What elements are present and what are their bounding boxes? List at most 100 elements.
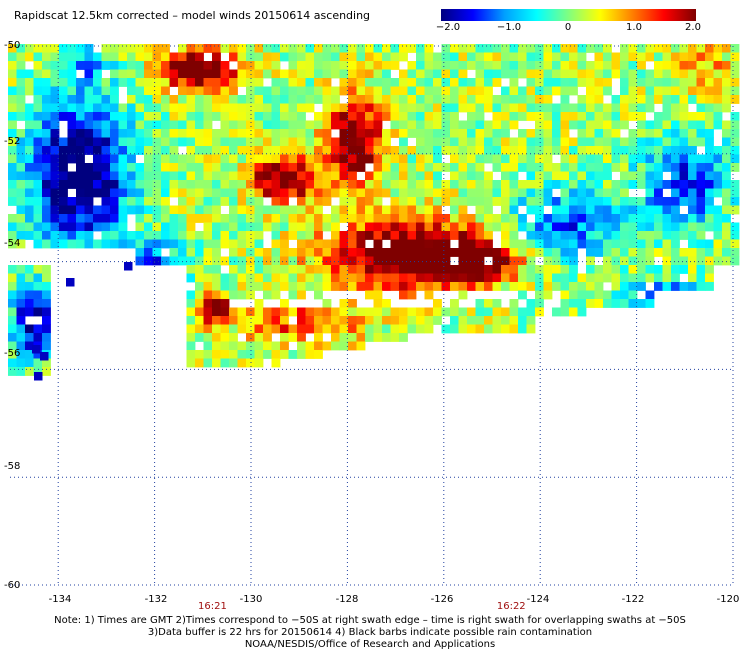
wind-cell — [730, 256, 740, 266]
wind-cell — [484, 197, 493, 206]
wind-cell — [220, 239, 230, 249]
wind-cell — [416, 61, 425, 70]
wind-cell — [458, 239, 468, 249]
wind-cell — [33, 239, 43, 249]
wind-cell — [348, 205, 357, 215]
wind-cell — [467, 137, 476, 147]
wind-cell — [246, 171, 255, 181]
wind-cell — [407, 273, 417, 283]
wind-cell — [441, 78, 451, 87]
wind-cell — [662, 154, 672, 164]
wind-cell — [110, 180, 119, 189]
wind-cell — [688, 154, 697, 164]
wind-cell — [288, 222, 298, 232]
wind-cell — [314, 214, 323, 223]
wind-cell — [263, 248, 272, 257]
wind-cell — [33, 129, 43, 138]
wind-cell — [509, 120, 519, 130]
wind-cell — [229, 129, 238, 138]
wind-cell — [356, 324, 366, 334]
wind-cell — [611, 120, 621, 130]
wind-cell — [509, 171, 519, 181]
wind-cell — [705, 44, 714, 53]
wind-cell — [688, 222, 697, 232]
wind-cell — [552, 197, 561, 206]
wind-cell — [195, 273, 204, 283]
wind-cell — [50, 78, 60, 87]
wind-cell — [424, 290, 434, 300]
wind-cell — [169, 120, 179, 130]
wind-cell — [178, 171, 187, 181]
wind-cell — [526, 248, 536, 257]
wind-cell — [577, 222, 587, 232]
wind-cell — [76, 146, 85, 155]
wind-cell — [220, 69, 230, 79]
wind-cell — [594, 197, 604, 206]
wind-cell — [713, 120, 723, 130]
wind-cell — [577, 78, 587, 87]
wind-cell — [67, 95, 77, 104]
wind-cell — [246, 137, 255, 147]
wind-cell — [110, 129, 119, 138]
wind-cell — [594, 69, 604, 79]
wind-cell — [560, 239, 570, 249]
wind-cell — [569, 290, 578, 300]
wind-cell — [339, 324, 349, 334]
wind-cell — [399, 180, 408, 189]
wind-cell — [314, 154, 323, 164]
wind-cell — [229, 95, 238, 104]
wind-cell — [611, 214, 621, 223]
wind-cell — [186, 273, 196, 283]
wind-cell — [263, 307, 272, 317]
wind-cell — [560, 154, 570, 164]
wind-cell — [50, 69, 60, 79]
wind-cell — [67, 103, 77, 113]
wind-cell — [356, 282, 366, 291]
wind-cell — [628, 44, 638, 53]
wind-cell — [76, 44, 85, 53]
wind-cell — [645, 120, 655, 130]
wind-cell — [263, 341, 272, 351]
wind-cell — [373, 129, 383, 138]
wind-cell — [195, 358, 204, 368]
wind-cell — [441, 103, 451, 113]
wind-cell — [569, 171, 578, 181]
wind-cell — [654, 248, 663, 257]
wind-cell — [696, 163, 706, 172]
wind-cell — [475, 214, 485, 223]
wind-cell — [212, 163, 221, 172]
wind-cell — [645, 273, 655, 283]
wind-cell — [322, 273, 332, 283]
wind-cell — [662, 163, 672, 172]
wind-cell — [433, 307, 442, 317]
wind-cell — [186, 333, 196, 342]
wind-cell — [169, 205, 179, 215]
wind-cell — [254, 163, 264, 172]
wind-cell — [586, 86, 595, 96]
wind-cell — [42, 188, 51, 198]
wind-cell — [8, 197, 17, 206]
wind-cell — [424, 265, 434, 274]
wind-cell — [467, 52, 476, 62]
wind-cell — [356, 205, 366, 215]
wind-cell — [671, 265, 680, 274]
wind-cell — [730, 61, 740, 70]
wind-cell — [722, 137, 731, 147]
wind-cell — [186, 316, 196, 325]
wind-cell — [484, 154, 493, 164]
wind-cell — [450, 214, 459, 223]
wind-cell — [671, 120, 680, 130]
wind-cell — [118, 188, 128, 198]
wind-cell — [577, 180, 587, 189]
wind-cell — [246, 180, 255, 189]
wind-cell — [526, 222, 536, 232]
wind-cell — [220, 307, 230, 317]
wind-cell — [501, 180, 510, 189]
wind-cell — [76, 61, 85, 70]
wind-cell — [144, 61, 153, 70]
wind-cell — [382, 180, 391, 189]
wind-cell — [127, 146, 136, 155]
wind-cell — [535, 231, 544, 240]
wind-cell — [237, 154, 247, 164]
